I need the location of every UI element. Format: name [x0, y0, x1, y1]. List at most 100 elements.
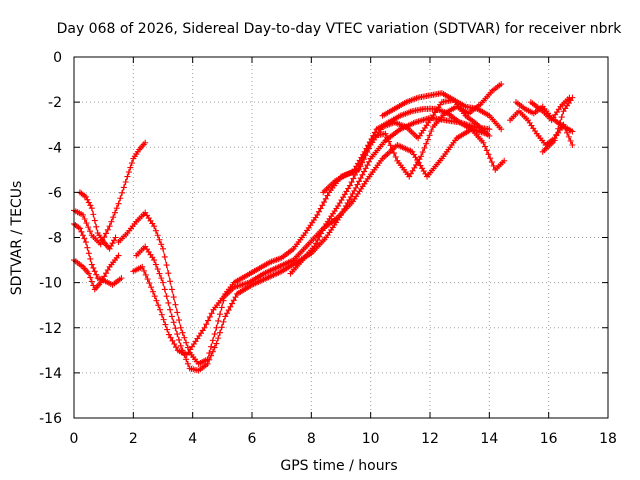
data-point [88, 205, 95, 212]
data-point [365, 145, 372, 152]
data-point [117, 195, 124, 202]
data-point [115, 200, 122, 207]
data-point [164, 326, 171, 333]
data-point [556, 119, 563, 126]
data-point [162, 321, 169, 328]
x-tick-label: 16 [540, 431, 558, 447]
data-point [151, 257, 158, 264]
data-point [311, 243, 318, 250]
data-point [314, 211, 321, 218]
data-point [85, 199, 92, 206]
data-point [314, 237, 321, 244]
x-tick-label: 4 [188, 431, 197, 447]
data-point [120, 184, 127, 191]
data-point [142, 139, 149, 146]
data-point [490, 162, 497, 169]
data-point [206, 356, 213, 363]
data-point [176, 336, 183, 343]
x-tick-labels: 0 2 4 6 8 10 12 14 16 18 [70, 431, 617, 447]
data-point [151, 293, 158, 300]
data-point [346, 196, 353, 203]
data-point [208, 352, 215, 359]
data-point [109, 240, 116, 247]
y-axis-label: SDTVAR / TECUs [9, 181, 25, 296]
data-point [148, 284, 155, 291]
data-point [142, 271, 149, 278]
data-point [170, 319, 177, 326]
data-point [87, 202, 94, 209]
data-point [156, 270, 163, 277]
data-point [209, 337, 216, 344]
data-point [118, 275, 125, 282]
data-point [93, 223, 100, 230]
data-point [155, 302, 162, 309]
data-point [103, 230, 110, 237]
data-point [90, 264, 97, 271]
y-tick-label: -6 [48, 185, 62, 201]
data-point [553, 131, 560, 138]
data-point [206, 313, 213, 320]
data-point [424, 136, 431, 143]
data-point [160, 316, 167, 323]
data-point [321, 224, 328, 231]
data-point [222, 313, 229, 320]
data-point [208, 310, 215, 317]
data-point [160, 279, 166, 286]
satellite-track-9 [320, 96, 505, 196]
data-point [90, 211, 97, 218]
data-point [501, 157, 508, 164]
y-tick-label: -2 [48, 95, 62, 111]
data-point [426, 132, 433, 139]
data-point [144, 276, 151, 283]
x-tick-label: 2 [129, 431, 138, 447]
data-point [128, 160, 135, 167]
data-point [177, 324, 184, 331]
data-point [149, 288, 156, 295]
data-point [569, 141, 576, 148]
data-point [357, 163, 364, 170]
data-point [127, 164, 134, 171]
data-point [167, 306, 174, 313]
data-point [362, 165, 369, 172]
data-point [88, 261, 95, 268]
data-point [91, 268, 98, 275]
x-tick-label: 10 [362, 431, 380, 447]
satellite-track-3 [71, 252, 122, 293]
data-point [183, 339, 190, 346]
data-point [168, 286, 175, 293]
data-point [382, 130, 389, 137]
data-point [223, 310, 230, 317]
data-point [209, 348, 216, 355]
data-point [389, 146, 396, 153]
data-point [418, 153, 425, 160]
data-point [321, 199, 328, 206]
data-point [423, 140, 430, 147]
data-point [201, 324, 208, 331]
data-point [204, 360, 211, 367]
data-point [483, 147, 490, 154]
x-tick-label: 0 [70, 431, 79, 447]
data-point [163, 293, 170, 300]
data-point [421, 144, 428, 151]
y-tick-labels: 0 -2 -4 -6 -8 -10 -12 -14 -16 [39, 50, 62, 427]
data-point [158, 241, 165, 248]
x-tick-label: 6 [248, 431, 257, 447]
data-point [567, 137, 574, 144]
data-point [176, 317, 183, 324]
data-point [498, 81, 505, 88]
data-point [322, 195, 329, 202]
data-point [347, 193, 354, 200]
data-point [168, 313, 175, 320]
data-point [82, 239, 89, 246]
satellite-track-1 [71, 139, 149, 248]
data-point [312, 240, 319, 247]
data-point [167, 278, 174, 285]
y-tick-label: -10 [39, 276, 62, 292]
data-point [122, 178, 129, 185]
data-point [392, 153, 399, 160]
data-point [324, 192, 331, 199]
data-point [106, 223, 113, 230]
data-point [93, 271, 100, 278]
y-tick-label: -4 [48, 140, 62, 156]
data-point [154, 232, 161, 239]
